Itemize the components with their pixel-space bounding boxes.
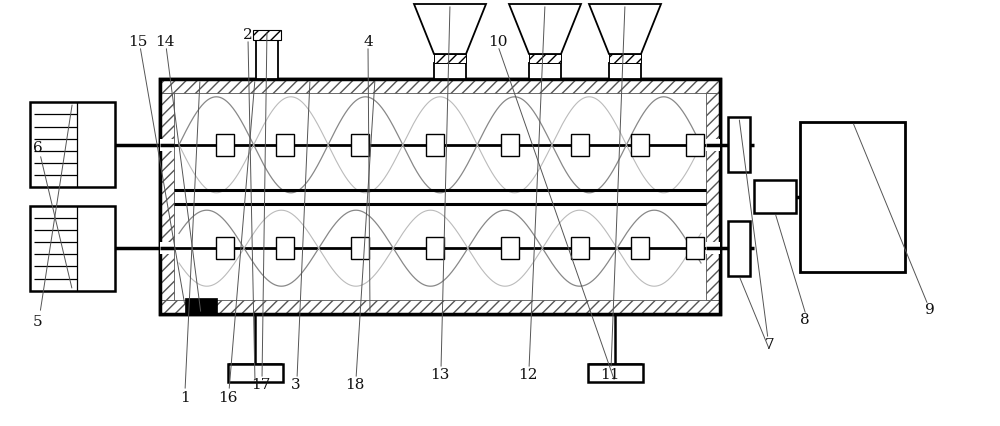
Bar bbox=[160, 80, 720, 94]
Text: 16: 16 bbox=[218, 390, 238, 404]
Bar bbox=[256, 38, 278, 80]
Bar bbox=[160, 300, 720, 314]
Bar bbox=[351, 238, 369, 259]
Text: 7: 7 bbox=[765, 337, 775, 351]
Bar bbox=[501, 238, 519, 259]
Text: 15: 15 bbox=[128, 35, 148, 49]
Bar bbox=[216, 238, 234, 259]
Bar bbox=[276, 135, 294, 156]
Bar bbox=[706, 139, 720, 152]
Bar bbox=[571, 238, 589, 259]
Bar bbox=[706, 243, 720, 255]
Bar bbox=[160, 80, 720, 314]
Text: 8: 8 bbox=[800, 312, 810, 326]
Bar bbox=[631, 135, 649, 156]
Text: 18: 18 bbox=[345, 377, 365, 391]
Text: 3: 3 bbox=[291, 377, 301, 391]
Bar bbox=[529, 55, 561, 64]
Bar bbox=[276, 238, 294, 259]
Bar bbox=[426, 135, 444, 156]
Bar bbox=[631, 238, 649, 259]
Text: 13: 13 bbox=[430, 367, 450, 381]
Polygon shape bbox=[509, 5, 581, 55]
Bar bbox=[501, 135, 519, 156]
Text: 2: 2 bbox=[243, 28, 253, 42]
Bar bbox=[351, 135, 369, 156]
Bar bbox=[434, 55, 466, 64]
Text: 4: 4 bbox=[363, 35, 373, 49]
Bar bbox=[571, 135, 589, 156]
Polygon shape bbox=[414, 5, 486, 55]
Bar bbox=[160, 243, 174, 255]
Text: 6: 6 bbox=[33, 141, 43, 155]
Bar bbox=[754, 181, 796, 213]
Bar bbox=[588, 364, 643, 382]
Bar bbox=[686, 135, 704, 156]
Bar bbox=[30, 206, 115, 291]
Bar bbox=[216, 135, 234, 156]
Text: 14: 14 bbox=[155, 35, 175, 49]
Bar bbox=[253, 31, 281, 41]
Text: 11: 11 bbox=[600, 367, 620, 381]
Bar bbox=[426, 238, 444, 259]
Bar bbox=[609, 55, 641, 64]
Text: 5: 5 bbox=[33, 314, 43, 328]
Text: 12: 12 bbox=[518, 367, 538, 381]
Bar bbox=[706, 94, 720, 300]
Bar bbox=[30, 103, 115, 188]
Text: 9: 9 bbox=[925, 302, 935, 316]
Bar bbox=[434, 64, 466, 80]
Polygon shape bbox=[589, 5, 661, 55]
Bar bbox=[728, 118, 750, 173]
Text: 17: 17 bbox=[251, 377, 271, 391]
Bar bbox=[686, 238, 704, 259]
Bar bbox=[609, 64, 641, 80]
Text: 10: 10 bbox=[488, 35, 508, 49]
Bar bbox=[160, 139, 174, 152]
Bar bbox=[160, 80, 720, 314]
Bar bbox=[185, 298, 217, 314]
Bar bbox=[800, 122, 905, 272]
Text: 1: 1 bbox=[180, 390, 190, 404]
Bar bbox=[160, 94, 174, 300]
Bar bbox=[228, 364, 283, 382]
Bar bbox=[529, 64, 561, 80]
Bar bbox=[728, 221, 750, 276]
